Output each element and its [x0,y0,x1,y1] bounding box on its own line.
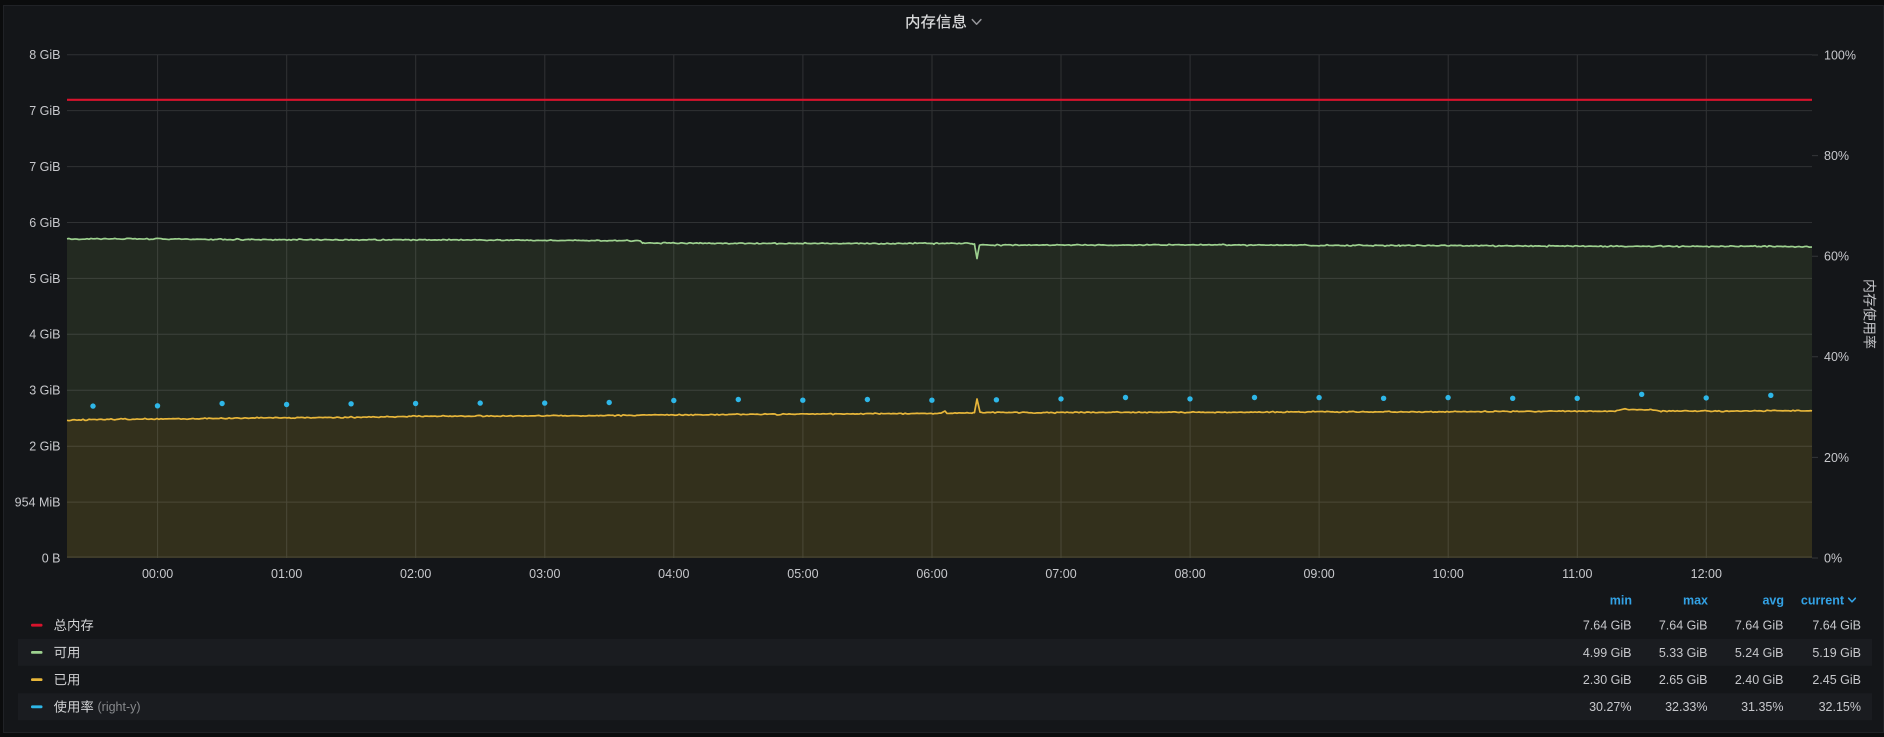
svg-text:7 GiB: 7 GiB [29,160,60,174]
svg-text:01:00: 01:00 [271,567,302,581]
svg-text:11:00: 11:00 [1562,567,1592,581]
svg-text:current: current [1801,594,1845,608]
svg-text:2.30 GiB: 2.30 GiB [1583,673,1632,687]
svg-text:20%: 20% [1824,451,1849,465]
svg-text:8 GiB: 8 GiB [29,48,60,62]
svg-text:3 GiB: 3 GiB [29,384,60,398]
svg-text:30.27%: 30.27% [1589,700,1631,714]
svg-text:07:00: 07:00 [1045,567,1076,581]
svg-text:08:00: 08:00 [1174,567,1205,581]
svg-text:80%: 80% [1824,149,1849,163]
svg-text:100%: 100% [1824,48,1856,62]
svg-text:04:00: 04:00 [658,567,689,581]
svg-text:5 GiB: 5 GiB [29,272,60,286]
svg-text:954 MiB: 954 MiB [15,496,61,510]
svg-text:7.64 GiB: 7.64 GiB [1812,619,1861,633]
svg-text:31.35%: 31.35% [1741,700,1783,714]
svg-text:7.64 GiB: 7.64 GiB [1583,619,1632,633]
svg-text:05:00: 05:00 [787,567,818,581]
svg-text:06:00: 06:00 [916,567,947,581]
svg-text:4.99 GiB: 4.99 GiB [1583,646,1632,660]
svg-text:5.33 GiB: 5.33 GiB [1659,646,1708,660]
svg-text:7.64 GiB: 7.64 GiB [1735,619,1784,633]
svg-text:0 B: 0 B [42,551,61,565]
svg-text:40%: 40% [1824,350,1849,364]
svg-text:max: max [1683,594,1708,608]
svg-text:5.24 GiB: 5.24 GiB [1735,646,1784,660]
svg-text:2.45 GiB: 2.45 GiB [1812,673,1861,687]
svg-text:4 GiB: 4 GiB [29,328,60,342]
svg-text:7 GiB: 7 GiB [29,104,60,118]
svg-text:0%: 0% [1824,551,1842,565]
svg-text:(right-y): (right-y) [98,700,141,714]
svg-text:2 GiB: 2 GiB [29,440,60,454]
svg-text:6 GiB: 6 GiB [29,216,60,230]
svg-text:03:00: 03:00 [529,567,560,581]
svg-text:02:00: 02:00 [400,567,431,581]
svg-text:60%: 60% [1824,250,1849,264]
svg-text:2.65 GiB: 2.65 GiB [1659,673,1708,687]
svg-text:5.19 GiB: 5.19 GiB [1812,646,1861,660]
svg-text:7.64 GiB: 7.64 GiB [1659,619,1708,633]
svg-text:2.40 GiB: 2.40 GiB [1735,673,1784,687]
svg-text:min: min [1610,594,1632,608]
svg-text:00:00: 00:00 [142,567,173,581]
svg-text:09:00: 09:00 [1303,567,1334,581]
svg-text:32.15%: 32.15% [1819,700,1861,714]
svg-text:10:00: 10:00 [1433,567,1464,581]
svg-text:32.33%: 32.33% [1665,700,1707,714]
svg-text:avg: avg [1762,594,1784,608]
svg-text:12:00: 12:00 [1691,567,1722,581]
